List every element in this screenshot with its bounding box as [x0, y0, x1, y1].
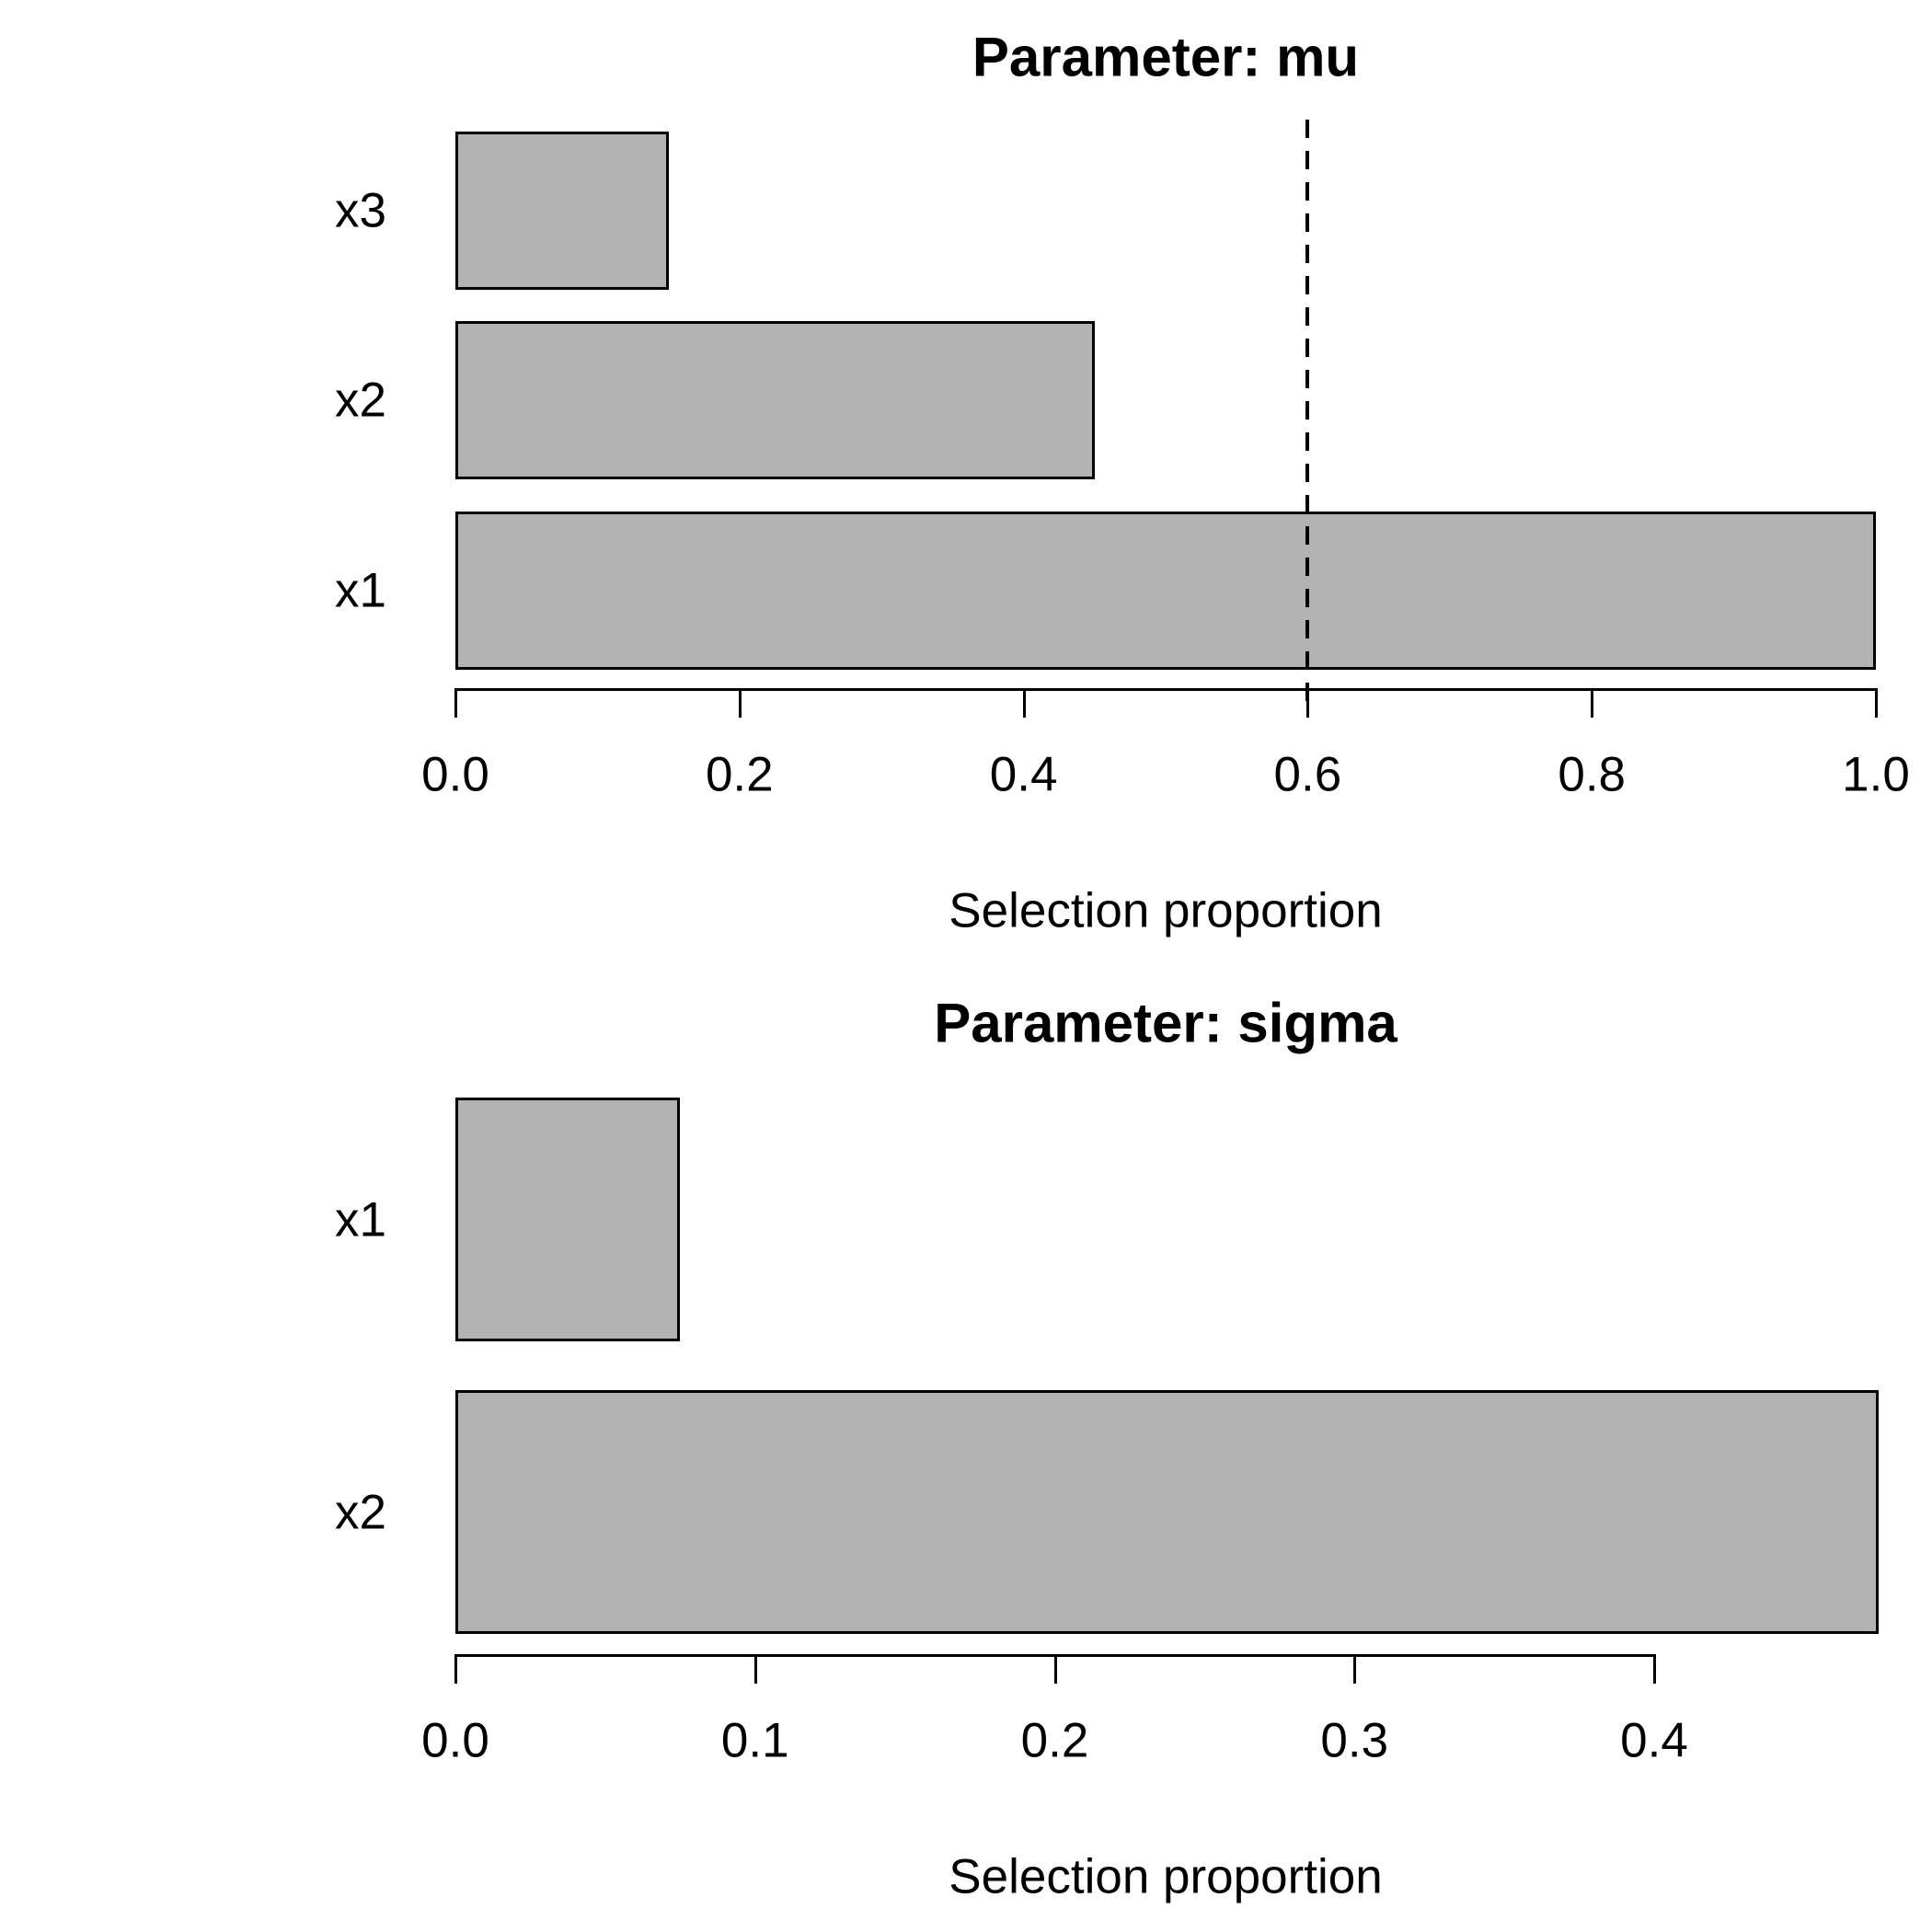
- chart-title-mu: Parameter: mu: [972, 26, 1360, 88]
- chart-title-sigma: Parameter: sigma: [934, 992, 1397, 1054]
- x-axis-line: [454, 688, 1878, 691]
- axis-tick: [1353, 1655, 1357, 1684]
- axis-tick: [1653, 1655, 1656, 1684]
- axis-tick-label: 0.4: [1620, 1713, 1688, 1768]
- axis-tick-label: 0.2: [1020, 1713, 1089, 1768]
- category-label-x1: x1: [335, 1192, 386, 1247]
- bar-x2: [455, 321, 1095, 480]
- axis-tick-label: 0.4: [989, 747, 1058, 802]
- axis-tick: [738, 689, 742, 718]
- x-axis-title-sigma: Selection proportion: [949, 1849, 1383, 1904]
- category-label-x2: x2: [335, 373, 386, 428]
- category-label-x1: x1: [335, 563, 386, 618]
- axis-tick-label: 0.2: [705, 747, 774, 802]
- bar-x1: [455, 1098, 680, 1341]
- axis-tick-label: 0.0: [421, 747, 489, 802]
- plot-area-sigma: x1 x2 0.0 0.1 0.2 0.3 0.4: [0, 966, 1932, 1932]
- bar-x2: [455, 1390, 1879, 1634]
- axis-tick-label: 0.3: [1320, 1713, 1389, 1768]
- bar-x1: [455, 511, 1876, 670]
- axis-tick: [454, 689, 457, 718]
- axis-tick: [1053, 1655, 1057, 1684]
- axis-tick-label: 0.0: [421, 1713, 489, 1768]
- bar-x3: [455, 132, 669, 290]
- axis-tick-label: 0.8: [1558, 747, 1627, 802]
- panel-parameter-sigma: Parameter: sigma x1 x2 0.0 0.1 0.2 0.3 0.4 Sel…: [0, 966, 1932, 1932]
- category-label-x3: x3: [335, 183, 386, 238]
- axis-tick: [753, 1655, 757, 1684]
- axis-tick: [1022, 689, 1026, 718]
- category-label-x2: x2: [335, 1485, 386, 1539]
- threshold-dashed-line: [1305, 120, 1310, 713]
- axis-tick: [1875, 689, 1878, 718]
- axis-tick: [454, 1655, 457, 1684]
- axis-tick-label: 0.6: [1273, 747, 1342, 802]
- axis-tick-label: 0.1: [720, 1713, 789, 1768]
- plot-area-mu: x3 x2 x1 0.0 0.2 0.4 0.6 0.8 1.0: [335, 120, 1910, 802]
- panel-parameter-mu: Parameter: mu x3 x2 x1 0.0 0.2 0.4 0.6 0.8 1.0 S…: [335, 26, 1910, 938]
- axis-tick-label: 1.0: [1842, 747, 1910, 802]
- x-axis-title-mu: Selection proportion: [949, 883, 1383, 938]
- axis-tick: [1591, 689, 1594, 718]
